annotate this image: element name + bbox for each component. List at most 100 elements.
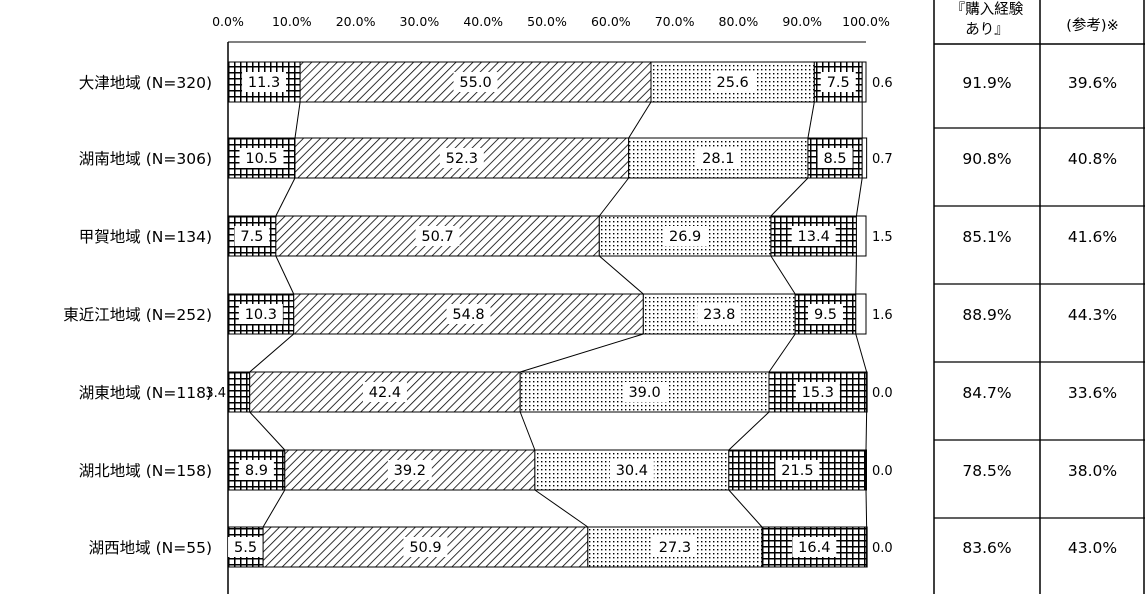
connector-line: [728, 411, 770, 451]
data-label: 50.7: [421, 229, 453, 245]
connector-line: [519, 411, 536, 451]
data-label-bg: [228, 537, 264, 557]
table-cell: 38.0%: [1068, 462, 1117, 480]
data-label-bg: [652, 537, 697, 557]
data-label: 9.5: [814, 307, 837, 323]
x-tick-label: 10.0%: [272, 14, 312, 29]
data-label: 7.5: [240, 229, 263, 245]
data-label: 39.2: [394, 463, 426, 479]
table-cell: 91.9%: [962, 74, 1011, 92]
x-tick-label: 90.0%: [782, 14, 822, 29]
data-label-bg: [817, 148, 853, 168]
data-label: 21.5: [781, 463, 813, 479]
data-label: 0.0: [872, 541, 893, 556]
x-tick-label: 50.0%: [527, 14, 567, 29]
table-cell: 78.5%: [962, 462, 1011, 480]
data-label-bg: [439, 148, 484, 168]
x-tick-label: 70.0%: [655, 14, 695, 29]
x-tick-label: 80.0%: [719, 14, 759, 29]
data-label: 15.3: [802, 385, 834, 401]
connector-line: [262, 489, 286, 528]
data-label-bg: [710, 72, 755, 92]
table-cell: 90.8%: [962, 150, 1011, 168]
data-label-bg: [820, 72, 856, 92]
table-cell: 40.8%: [1068, 150, 1117, 168]
data-label-bg: [242, 72, 287, 92]
data-label-bg: [792, 537, 837, 557]
category-label: 甲賀地域 (N=134): [79, 228, 212, 246]
connector-line: [768, 333, 796, 373]
data-label: 8.9: [245, 463, 268, 479]
data-label: 0.0: [872, 464, 893, 479]
data-label-bg: [446, 304, 491, 324]
data-label: 3.4: [205, 386, 226, 401]
data-label-bg: [791, 226, 836, 246]
data-label: 50.9: [409, 540, 441, 556]
bar-row: 東近江地域 (N=252) 10.3 54.8 23.8 9.5 1.6: [63, 293, 893, 335]
connector-line: [628, 101, 652, 139]
bar-segment: [855, 215, 867, 257]
connector-line: [865, 411, 868, 451]
connector-line: [855, 255, 857, 295]
data-label: 54.8: [452, 307, 484, 323]
data-label: 5.5: [234, 540, 257, 556]
data-label-bg: [622, 382, 667, 402]
data-label: 52.3: [446, 151, 478, 167]
data-label-bg: [807, 304, 843, 324]
x-tick-label: 30.0%: [400, 14, 440, 29]
data-label-bg: [234, 226, 270, 246]
table-header: (参考)※: [1066, 17, 1118, 34]
x-tick-label: 0.0%: [212, 14, 244, 29]
data-label: 0.0: [872, 386, 893, 401]
data-label: 10.5: [245, 151, 277, 167]
table-cell: 44.3%: [1068, 306, 1117, 324]
data-label: 30.4: [616, 463, 648, 479]
data-label: 23.8: [703, 307, 735, 323]
table-cell: 39.6%: [1068, 74, 1117, 92]
data-label-bg: [795, 382, 840, 402]
connector-line: [275, 177, 296, 217]
x-tick-label: 40.0%: [463, 14, 503, 29]
bar-segment: [866, 371, 868, 413]
connector-line: [294, 101, 301, 139]
data-label: 42.4: [369, 385, 401, 401]
data-label: 55.0: [459, 75, 491, 91]
table-cell: 88.9%: [962, 306, 1011, 324]
data-label-bg: [453, 72, 498, 92]
category-label: 東近江地域 (N=252): [63, 306, 212, 324]
data-label-bg: [403, 537, 448, 557]
bar-segment: [861, 137, 868, 179]
table-cell: 85.1%: [962, 228, 1011, 246]
connector-line: [770, 177, 809, 217]
data-label: 1.6: [872, 308, 893, 323]
bar-row: 大津地域 (N=320) 11.3 55.0 25.6 7.5 0.6: [79, 61, 893, 103]
bar-connector-lines: [249, 101, 868, 528]
connector-line: [598, 177, 630, 217]
category-label: 湖東地域 (N=118): [79, 384, 212, 402]
bar-segment: [866, 526, 868, 568]
data-label-bg: [238, 460, 274, 480]
table-header: 『購入経験: [951, 1, 1024, 18]
data-label: 25.6: [717, 75, 749, 91]
connector-line: [728, 489, 763, 528]
connector-line: [855, 177, 863, 217]
data-label: 13.4: [798, 229, 830, 245]
connector-line: [598, 255, 644, 295]
connector-line: [249, 333, 295, 373]
x-tick-label: 100.0%: [842, 14, 890, 29]
bar-row: 湖南地域 (N=306) 10.5 52.3 28.1 8.5 0.7: [79, 137, 893, 179]
connector-line: [520, 333, 644, 373]
data-label: 0.6: [872, 76, 893, 91]
bar-segment: [855, 293, 867, 335]
data-label: 10.3: [245, 307, 277, 323]
bar-row: 湖東地域 (N=118)3.4 42.4 39.0 15.3 0.0: [79, 371, 893, 413]
bar-row: 甲賀地域 (N=134) 7.5 50.7 26.9 13.4 1.5: [79, 215, 893, 257]
connector-line: [770, 255, 796, 295]
data-label-bg: [239, 148, 284, 168]
connector-line: [807, 101, 815, 139]
bars: 大津地域 (N=320) 11.3 55.0 25.6 7.5 0.6 湖南地域 (N=30…: [63, 41, 893, 594]
table-cell: 84.7%: [962, 384, 1011, 402]
data-label-bg: [775, 460, 820, 480]
connector-line: [249, 411, 286, 451]
